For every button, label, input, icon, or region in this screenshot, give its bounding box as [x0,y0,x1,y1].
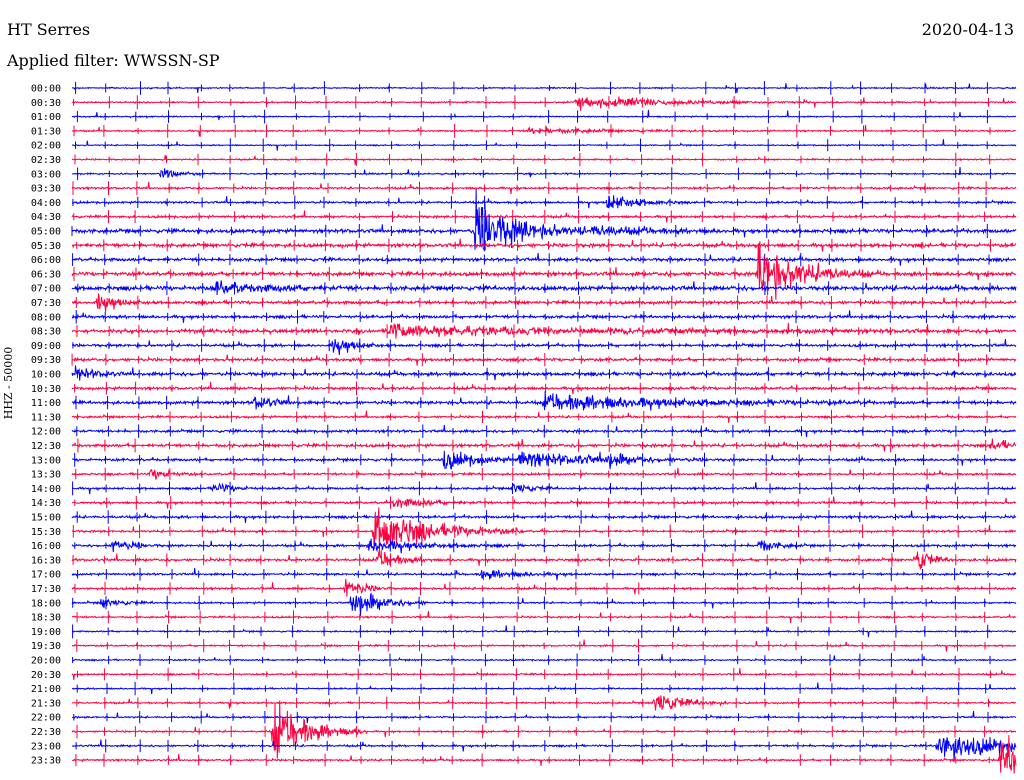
trace-0400 [71,195,1017,209]
trace-0530 [71,238,1017,252]
row-label: 01:00 [31,112,61,123]
trace-2030 [71,668,1017,681]
trace-1030 [71,381,1017,395]
row-label: 04:00 [31,198,61,209]
trace-2000 [71,653,1017,663]
row-label: 21:00 [31,684,61,695]
row-label: 17:00 [31,570,61,581]
trace-1900 [71,625,1017,638]
trace-1000 [71,365,1017,381]
row-label: 18:30 [31,613,61,624]
trace-0300 [71,166,1017,178]
trace-0130 [72,124,1017,137]
row-label: 03:00 [31,169,61,180]
station-title: HT Serres [7,20,91,39]
row-label: 14:30 [31,498,61,509]
trace-0800 [71,310,1017,323]
row-label: 13:00 [31,455,61,466]
row-label: 14:00 [31,484,61,495]
trace-0200 [72,139,1017,151]
trace-1430 [71,496,1017,509]
row-label: 00:00 [31,84,61,95]
row-label: 10:00 [31,370,61,381]
trace-0830 [71,322,1017,339]
row-label: 13:30 [31,470,61,481]
trace-1330 [71,467,1017,480]
trace-1230 [71,438,1017,452]
trace-2200 [71,711,1017,723]
row-label: 17:30 [31,584,61,595]
row-label: 02:30 [31,155,61,166]
row-label: 05:30 [31,241,61,252]
row-label: 05:00 [31,227,61,238]
row-label: 11:30 [31,412,61,423]
trace-1130 [71,410,1017,423]
trace-0430 [71,210,1017,223]
row-label: 19:00 [31,627,61,638]
trace-0730 [71,293,1017,312]
date-label: 2020-04-13 [921,20,1014,39]
trace-1400 [71,482,1017,495]
trace-0230 [71,154,1017,166]
row-label: 16:30 [31,555,61,566]
trace-0330 [71,181,1017,194]
trace-2100 [71,682,1016,695]
row-label: 23:00 [31,741,61,752]
trace-2300 [71,736,1017,763]
row-label: 01:30 [31,126,61,137]
trace-0500 [71,188,1017,252]
row-label: 20:00 [31,656,61,667]
row-label: 15:00 [31,513,61,524]
row-label: 23:30 [31,756,61,767]
row-label: 00:30 [31,98,61,109]
filter-label: Applied filter: WWSSN-SP [7,51,220,70]
row-label: 07:30 [31,298,61,309]
row-label: 07:00 [31,284,61,295]
row-label: 19:30 [31,641,61,652]
row-label: 02:00 [31,141,61,152]
row-label: 20:30 [31,670,61,681]
trace-2130 [71,695,1017,711]
trace-0000 [71,83,1017,94]
row-label: 16:00 [31,541,61,552]
row-label: 09:00 [31,341,61,352]
row-label: 15:30 [31,527,61,538]
trace-2230 [71,700,1017,759]
row-label: 06:30 [31,269,61,280]
row-label: 06:00 [31,255,61,266]
trace-1630 [71,550,1017,570]
trace-0900 [71,338,1017,356]
row-label: 04:30 [31,212,61,223]
trace-0630 [71,241,1017,300]
row-label: 18:00 [31,598,61,609]
trace-1830 [71,610,1017,623]
trace-1100 [71,391,1017,411]
row-label: 11:00 [31,398,61,409]
trace-1500 [71,510,1017,523]
trace-0100 [71,109,1017,121]
row-label: 12:00 [31,427,61,438]
row-labels: 00:00 00:30 01:00 01:30 02:00 02:30 03:00 03:30… [31,84,61,767]
trace-0600 [71,253,1017,266]
trace-0930 [71,354,1017,366]
row-label: 10:30 [31,384,61,395]
row-label: 08:30 [31,327,61,338]
trace-2330 [71,735,1017,774]
row-label: 09:30 [31,355,61,366]
row-label: 08:00 [31,312,61,323]
trace-0700 [71,280,1017,296]
trace-0030 [71,96,1017,111]
row-label: 21:30 [31,698,61,709]
trace-1730 [71,578,1017,597]
row-label: 22:30 [31,727,61,738]
row-label: 03:30 [31,184,61,195]
row-label: 12:30 [31,441,61,452]
seismic-traces [71,81,1017,774]
row-label: 22:00 [31,713,61,724]
trace-1300 [72,450,1017,470]
